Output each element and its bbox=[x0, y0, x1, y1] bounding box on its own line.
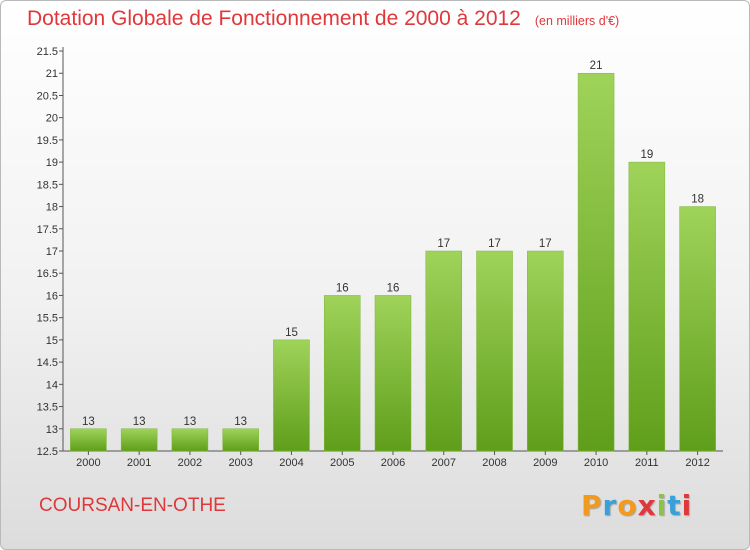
x-tick-label: 2011 bbox=[635, 457, 659, 469]
commune-name: COURSAN-EN-OTHE bbox=[39, 495, 226, 516]
logo-letter: i bbox=[681, 489, 693, 522]
bar-2012 bbox=[679, 206, 716, 452]
y-tick-label: 18 bbox=[46, 202, 58, 214]
y-tick-label: 18.5 bbox=[37, 179, 58, 191]
x-tick-label: 2000 bbox=[76, 457, 100, 469]
y-tick-label: 20 bbox=[46, 113, 58, 125]
data-label-2003: 13 bbox=[234, 416, 247, 428]
y-tick-label: 14 bbox=[46, 379, 58, 391]
y-tick-label: 17.5 bbox=[37, 224, 58, 236]
y-tick-label: 13.5 bbox=[37, 402, 58, 414]
logo-letter: x bbox=[637, 489, 657, 522]
logo-letter: i bbox=[656, 489, 668, 522]
data-labels: 13 13 13 13 15 16 16 17 17 17 21 19 18 bbox=[82, 60, 704, 428]
y-tick-label: 12.5 bbox=[37, 446, 58, 458]
y-tick-label: 21.5 bbox=[37, 46, 58, 58]
y-tick-label: 15.5 bbox=[37, 313, 58, 325]
x-tick-label: 2005 bbox=[330, 457, 354, 469]
x-tick-label: 2007 bbox=[432, 457, 456, 469]
y-tick-label: 19.5 bbox=[37, 135, 58, 147]
data-label-2005: 16 bbox=[336, 282, 349, 294]
data-label-2007: 17 bbox=[437, 238, 450, 250]
x-tick-label: 2012 bbox=[685, 457, 709, 469]
logo-letter: r bbox=[602, 489, 618, 522]
unit-label: (en milliers d'€) bbox=[534, 14, 620, 28]
bar-2003 bbox=[222, 428, 259, 452]
data-label-2011: 19 bbox=[640, 149, 653, 161]
data-label-2012: 18 bbox=[691, 194, 704, 206]
bar-2005 bbox=[323, 295, 361, 452]
bar-2007 bbox=[425, 250, 463, 452]
logo-letter: P bbox=[581, 489, 603, 522]
bar-2004 bbox=[273, 339, 310, 452]
y-tick-label: 17 bbox=[46, 246, 58, 258]
bar-2002 bbox=[171, 428, 209, 452]
bar-2011 bbox=[628, 161, 666, 452]
x-tick-label: 2008 bbox=[482, 457, 506, 469]
data-label-2008: 17 bbox=[488, 238, 501, 250]
x-tick-label: 2001 bbox=[127, 457, 151, 469]
y-tick-label: 16 bbox=[46, 290, 58, 302]
bar-2009 bbox=[527, 250, 564, 452]
logo-letter: o bbox=[617, 489, 638, 522]
proxiti-logo: Proxiti bbox=[581, 489, 692, 522]
y-tick-label: 15 bbox=[46, 335, 58, 347]
data-label-2010: 21 bbox=[590, 60, 603, 72]
chart-title: Dotation Globale de Fonctionnement de 20… bbox=[27, 7, 619, 31]
y-tick-label: 13 bbox=[46, 424, 58, 436]
data-label-2000: 13 bbox=[82, 416, 95, 428]
data-label-2002: 13 bbox=[184, 416, 197, 428]
data-label-2001: 13 bbox=[133, 416, 146, 428]
bar-2010 bbox=[577, 72, 615, 452]
data-label-2006: 16 bbox=[387, 282, 400, 294]
y-tick-label: 20.5 bbox=[37, 90, 58, 102]
y-tick-label: 21 bbox=[46, 68, 58, 80]
logo-letter: t bbox=[667, 489, 682, 522]
bar-2000 bbox=[70, 428, 107, 452]
x-tick-label: 2004 bbox=[279, 457, 303, 469]
bar-2008 bbox=[476, 250, 513, 452]
data-label-2009: 17 bbox=[539, 238, 552, 250]
y-tick-label: 14.5 bbox=[37, 357, 58, 369]
bar-2006 bbox=[374, 295, 412, 452]
x-tick-label: 2010 bbox=[584, 457, 608, 469]
bars bbox=[70, 72, 716, 452]
x-tick-label: 2006 bbox=[381, 457, 405, 469]
x-tick-label: 2002 bbox=[178, 457, 202, 469]
chart-title-text: Dotation Globale de Fonctionnement de 20… bbox=[27, 7, 521, 30]
y-tick-label: 16.5 bbox=[37, 268, 58, 280]
x-tick-label: 2009 bbox=[533, 457, 557, 469]
x-tick-label: 2003 bbox=[228, 457, 252, 469]
y-tick-label: 19 bbox=[46, 157, 58, 169]
data-label-2004: 15 bbox=[285, 327, 298, 339]
bar-2001 bbox=[120, 428, 158, 452]
